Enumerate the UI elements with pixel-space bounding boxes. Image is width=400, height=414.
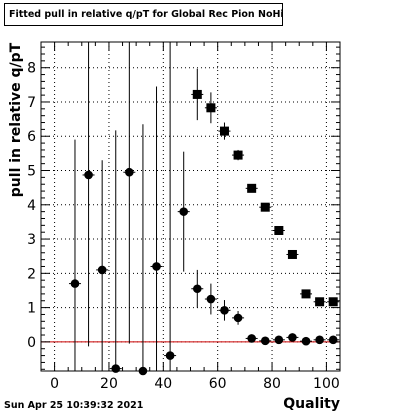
data-point-square <box>287 249 297 259</box>
data-point-circle <box>301 336 311 346</box>
x-axis-label: Quality <box>283 396 340 412</box>
data-point-circle <box>84 170 93 180</box>
data-point-square <box>233 150 243 160</box>
y-tick-label: 6 <box>27 129 36 145</box>
data-point-circle <box>179 207 189 216</box>
data-point-square <box>219 126 229 136</box>
x-tick-label: 0 <box>50 376 59 392</box>
timestamp: Sun Apr 25 10:39:32 2021 <box>4 400 144 411</box>
data-point-circle <box>97 265 107 275</box>
x-tick-label: 60 <box>209 376 227 392</box>
data-point-circle <box>274 335 284 345</box>
x-tick-label: 100 <box>313 376 340 392</box>
data-point-circle <box>315 335 324 345</box>
data-point-square <box>328 297 338 307</box>
y-tick-label: 7 <box>27 95 36 111</box>
data-point-circle <box>220 306 229 315</box>
y-tick-label: 1 <box>27 301 36 317</box>
y-tick-label: 2 <box>27 266 36 282</box>
data-point-circle <box>152 262 161 271</box>
data-point-circle <box>125 167 134 177</box>
axis-layer: 0 20 40 60 80 100 0 1 2 3 4 5 6 7 8 <box>27 42 341 392</box>
data-point-square <box>192 89 202 99</box>
x-tick-label: 80 <box>263 376 281 392</box>
data-point-circle <box>111 364 121 373</box>
x-tick-label: 20 <box>100 376 118 392</box>
marker-layer <box>70 89 338 376</box>
data-point-circle <box>288 333 297 342</box>
data-point-circle <box>138 366 148 376</box>
data-point-square <box>206 103 216 113</box>
plot-title: Fitted pull in relative q/pT for Global … <box>4 3 283 26</box>
data-point-square <box>274 225 284 235</box>
y-tick-label: 5 <box>27 164 36 180</box>
error-bar-layer <box>68 42 340 372</box>
x-tick-label: 40 <box>154 376 172 392</box>
data-point-square <box>260 202 270 212</box>
data-point-circle <box>70 279 80 288</box>
data-point-square <box>247 183 257 193</box>
y-axis-label-text: pull in relative q/pT <box>8 42 24 198</box>
y-tick-label: 0 <box>27 335 36 351</box>
y-tick-label: 3 <box>27 232 36 248</box>
data-point-circle <box>328 335 338 345</box>
data-point-circle <box>165 351 175 360</box>
y-tick-label: 8 <box>27 61 36 77</box>
plot-frame <box>40 41 341 372</box>
data-point-square <box>315 297 325 307</box>
data-point-square <box>301 289 311 299</box>
grid-layer <box>41 42 340 371</box>
data-point-circle <box>247 334 256 343</box>
data-point-circle <box>206 294 216 304</box>
data-point-circle <box>260 336 270 346</box>
data-point-circle <box>192 284 202 294</box>
y-tick-label: 4 <box>27 198 36 214</box>
data-point-circle <box>233 313 243 323</box>
